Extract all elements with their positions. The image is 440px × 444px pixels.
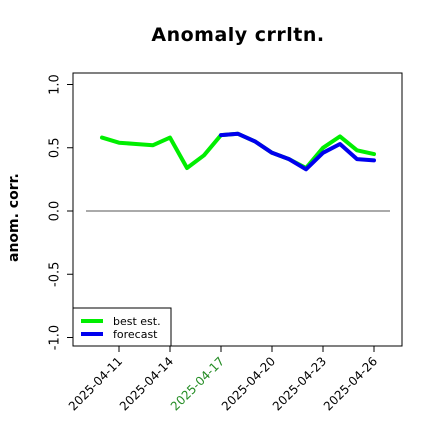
y-tick-label: 1.0 [48,74,63,95]
series-line-best-est [100,131,376,170]
x-tick-label: 2025-04-20 [219,354,278,413]
y-tick-label: 0.5 [48,137,63,158]
y-tick-label: 0.0 [48,201,63,222]
x-tick-label: 2025-04-17 [168,354,227,413]
plot-frame [72,72,403,347]
chart-title: Anomaly crrltn. [151,24,325,46]
x-tick-label: 2025-04-23 [270,354,329,413]
y-axis-label: anom. corr. [6,173,22,262]
series-line-forecast [219,131,376,172]
x-tick-label: 2025-04-11 [66,354,125,413]
y-tick-label: -0.5 [48,262,63,287]
y-tick-label: -1.0 [48,325,63,350]
x-tick-label: 2025-04-26 [321,354,380,413]
legend-box [72,307,172,347]
legend-label: best est. [113,315,161,328]
x-tick-label: 2025-04-14 [117,354,176,413]
legend-label: forecast [113,328,158,341]
